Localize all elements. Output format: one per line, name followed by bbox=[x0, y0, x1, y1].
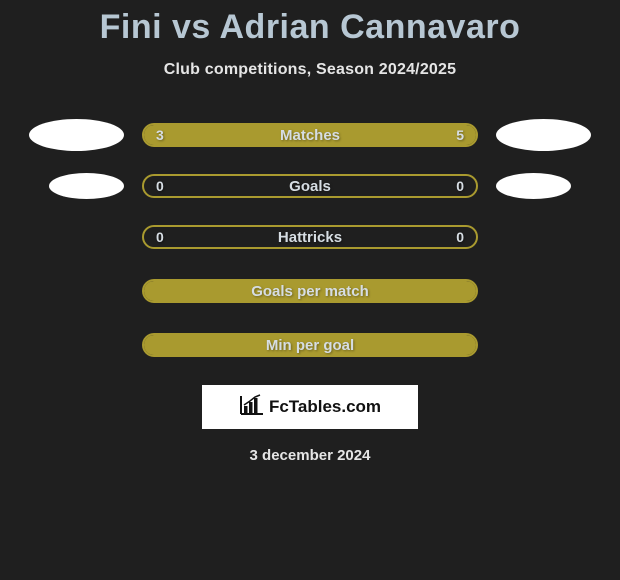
stat-row-min-per-goal: Min per goal bbox=[0, 329, 620, 361]
bar-chart-icon bbox=[239, 394, 265, 421]
stats-rows: 3 Matches 5 0 Goals 0 0 Hattricks 0 bbox=[0, 119, 620, 361]
left-avatar-ellipse bbox=[29, 119, 124, 151]
stat-right-value: 5 bbox=[456, 127, 464, 143]
page-subtitle: Club competitions, Season 2024/2025 bbox=[0, 61, 620, 79]
stat-right-value: 0 bbox=[456, 178, 464, 194]
stat-label: Goals bbox=[144, 178, 476, 195]
page-title: Fini vs Adrian Cannavaro bbox=[0, 0, 620, 47]
stat-bar-goals-per-match: Goals per match bbox=[142, 279, 478, 303]
stat-row-matches: 3 Matches 5 bbox=[0, 119, 620, 151]
stat-label: Matches bbox=[144, 127, 476, 144]
stat-label: Goals per match bbox=[144, 283, 476, 300]
stat-bar-matches: 3 Matches 5 bbox=[142, 123, 478, 147]
left-avatar-ellipse bbox=[49, 173, 124, 199]
right-avatar-ellipse bbox=[496, 119, 591, 151]
stat-bar-hattricks: 0 Hattricks 0 bbox=[142, 225, 478, 249]
stat-bar-goals: 0 Goals 0 bbox=[142, 174, 478, 198]
stat-right-value: 0 bbox=[456, 229, 464, 245]
stat-label: Min per goal bbox=[144, 337, 476, 354]
stat-bar-min-per-goal: Min per goal bbox=[142, 333, 478, 357]
stat-row-goals: 0 Goals 0 bbox=[0, 173, 620, 199]
stat-row-hattricks: 0 Hattricks 0 bbox=[0, 221, 620, 253]
brand-box: FcTables.com bbox=[202, 385, 418, 429]
stat-label: Hattricks bbox=[144, 229, 476, 246]
brand-text: FcTables.com bbox=[269, 397, 381, 417]
page-date: 3 december 2024 bbox=[0, 447, 620, 464]
right-avatar-ellipse bbox=[496, 173, 571, 199]
stat-row-goals-per-match: Goals per match bbox=[0, 275, 620, 307]
